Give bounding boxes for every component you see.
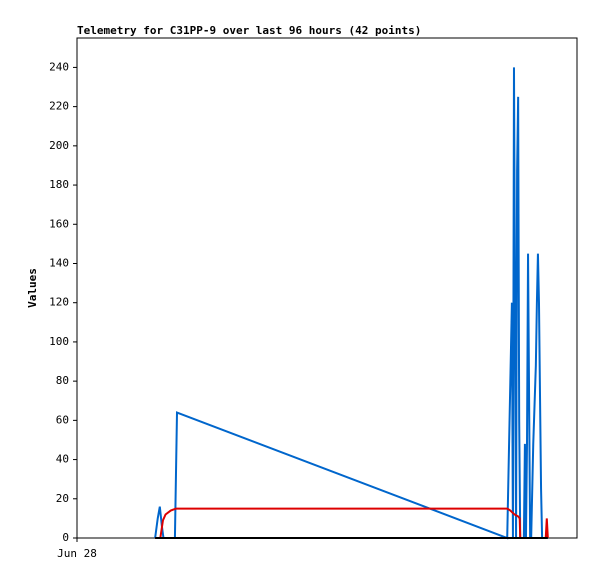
y-tick-label: 200: [49, 139, 69, 152]
y-axis-label: Values: [26, 268, 39, 308]
series-line: [155, 507, 549, 539]
series-line: [154, 67, 548, 540]
y-tick-label: 80: [56, 374, 69, 387]
y-tick-label: 180: [49, 178, 69, 191]
y-tick-label: 160: [49, 217, 69, 230]
y-tick-label: 20: [56, 492, 69, 505]
x-tick-label: Jun 28: [57, 547, 97, 560]
y-tick-label: 140: [49, 256, 69, 269]
y-tick-label: 100: [49, 335, 69, 348]
y-tick-label: 60: [56, 413, 69, 426]
chart-title: Telemetry for C31PP-9 over last 96 hours…: [77, 24, 421, 37]
y-tick-label: 120: [49, 296, 69, 309]
y-tick-label: 240: [49, 60, 69, 73]
y-tick-label: 40: [56, 453, 69, 466]
plot-frame: [76, 37, 578, 539]
y-tick-label: 0: [62, 531, 69, 544]
y-tick-label: 220: [49, 100, 69, 113]
